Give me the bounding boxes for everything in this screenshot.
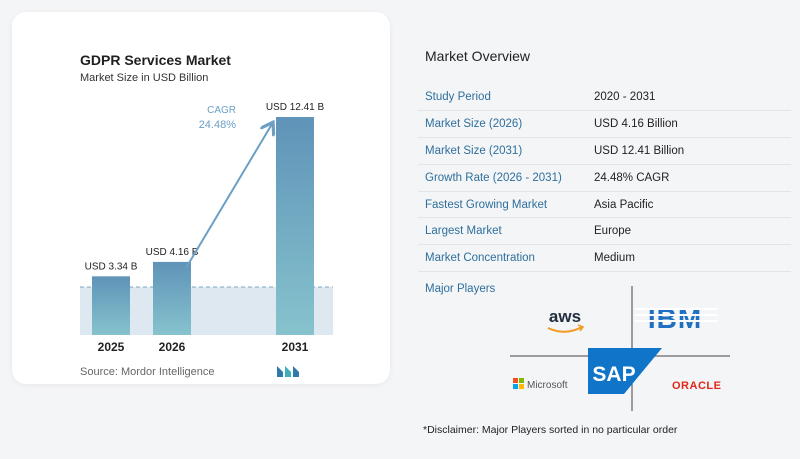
overview-row: Market Size (2031) USD 12.41 Billion xyxy=(418,137,791,165)
sap-logo-icon: SAP xyxy=(588,348,662,394)
overview-row-value: USD 4.16 Billion xyxy=(588,110,791,139)
overview-row: Market Concentration Medium xyxy=(418,244,791,273)
chart-subtitle: Market Size in USD Billion xyxy=(80,72,209,84)
overview-row-label: Fastest Growing Market xyxy=(418,191,588,219)
oracle-logo-icon: ORACLE xyxy=(672,380,721,392)
overview-row-value: Medium xyxy=(588,244,791,273)
ibm-logo-icon: IBM xyxy=(635,303,717,334)
overview-row: Growth Rate (2026 - 2031) 24.48% CAGR xyxy=(418,164,791,192)
overview-row-label: Market Concentration xyxy=(418,244,588,273)
overview-row: Study Period 2020 - 2031 xyxy=(418,84,791,112)
bar-value-label: USD 12.41 B xyxy=(266,102,325,113)
overview-row-label: Market Size (2031) xyxy=(418,137,588,165)
cagr-value: 24.48% xyxy=(199,119,237,131)
cagr-arrow xyxy=(185,124,272,269)
overview-row: Fastest Growing Market Asia Pacific xyxy=(418,191,791,219)
svg-text:Microsoft: Microsoft xyxy=(527,380,568,391)
overview-row: Market Size (2026) USD 4.16 Billion xyxy=(418,110,791,139)
bar-chart: USD 3.34 B 2025 USD 4.16 B 2026 USD 12.41 B 2… xyxy=(80,102,333,354)
overview-row-value: Asia Pacific xyxy=(588,191,791,219)
overview-row-label: Growth Rate (2026 - 2031) xyxy=(418,164,588,192)
overview-row-label: Study Period xyxy=(418,84,588,112)
bar-value-label: USD 4.16 B xyxy=(146,247,199,258)
overview-row-label: Largest Market xyxy=(418,217,588,246)
svg-text:IBM: IBM xyxy=(648,303,702,334)
major-players-label: Major Players xyxy=(425,283,496,295)
source-text: Source: Mordor Intelligence xyxy=(80,366,215,378)
overview-row-value: USD 12.41 Billion xyxy=(588,137,791,165)
chart-title: GDPR Services Market xyxy=(80,52,231,68)
x-tick-label: 2025 xyxy=(98,340,125,354)
x-tick-label: 2031 xyxy=(282,340,309,354)
overview-row-value: 2020 - 2031 xyxy=(588,84,791,112)
major-players-logos: aws IBM SAP Microsoft ORACLE xyxy=(510,286,730,411)
overview-title: Market Overview xyxy=(425,48,531,64)
bar-2026 xyxy=(153,261,191,335)
overview-row-value: Europe xyxy=(588,217,791,246)
cagr-label: CAGR xyxy=(207,105,236,116)
aws-logo-icon: aws xyxy=(547,307,585,333)
svg-text:SAP: SAP xyxy=(592,363,635,386)
bar-value-label: USD 3.34 B xyxy=(85,261,138,272)
x-tick-label: 2026 xyxy=(159,340,186,354)
disclaimer-text: *Disclaimer: Major Players sorted in no … xyxy=(423,424,678,436)
overview-row-label: Market Size (2026) xyxy=(418,110,588,139)
bar-2031 xyxy=(276,117,314,335)
overview-table: Study Period 2020 - 2031 Market Size (2026… xyxy=(418,84,791,273)
overview-row-value: 24.48% CAGR xyxy=(588,164,791,192)
svg-text:aws: aws xyxy=(549,307,581,326)
market-overview-panel: Market Overview Study Period 2020 - 2031 M… xyxy=(410,0,800,459)
bar-2025 xyxy=(92,276,130,335)
svg-text:ORACLE: ORACLE xyxy=(672,380,721,392)
microsoft-logo-icon: Microsoft xyxy=(513,378,568,391)
overview-row: Largest Market Europe xyxy=(418,217,791,246)
mordor-intelligence-logo-icon xyxy=(277,366,299,377)
